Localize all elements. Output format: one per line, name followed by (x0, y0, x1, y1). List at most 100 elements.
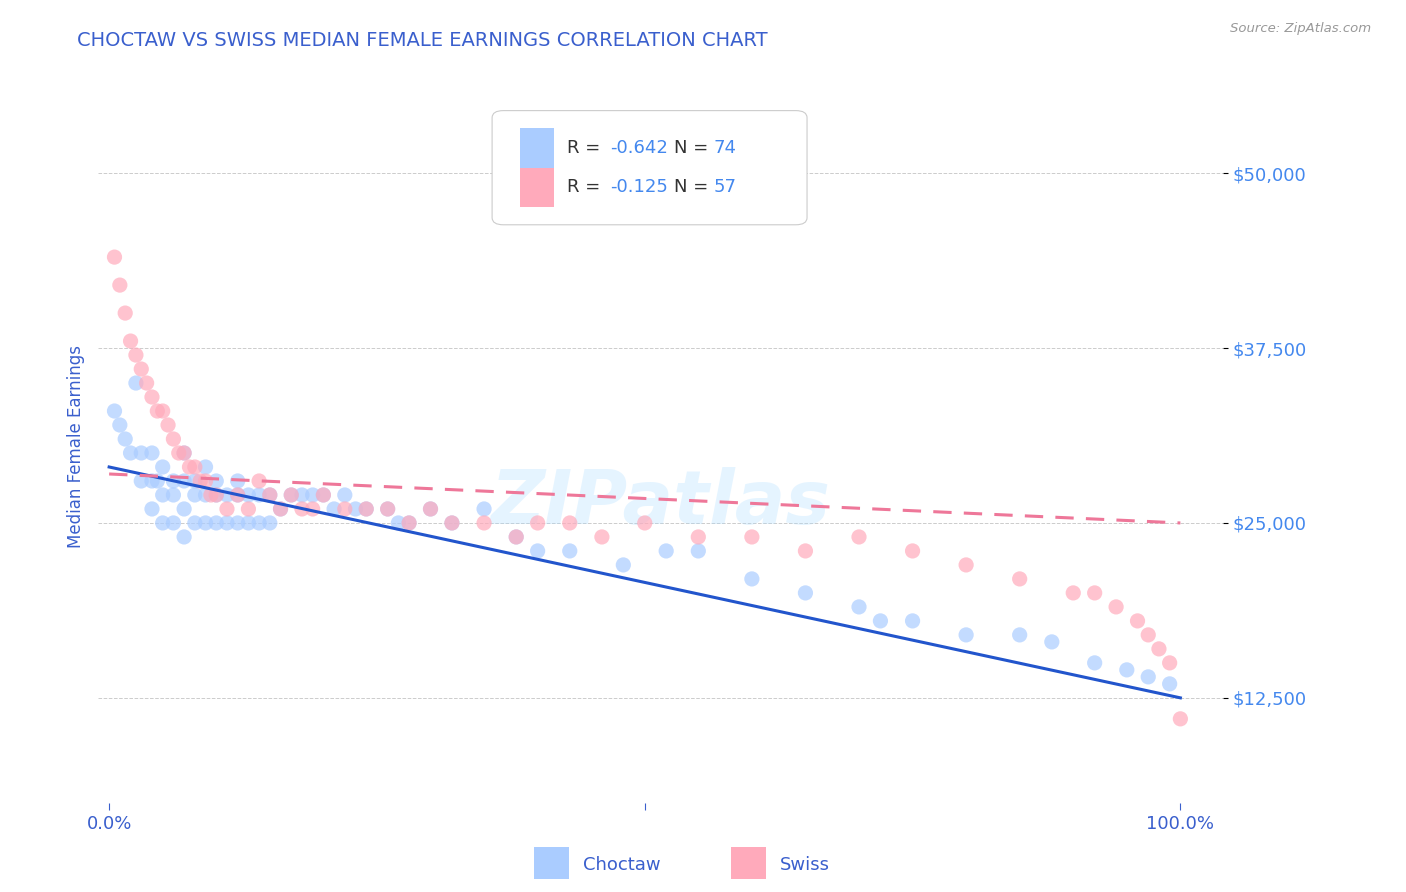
Point (173, 502, 195, 516)
Text: Source: ZipAtlas.com: Source: ZipAtlas.com (1230, 22, 1371, 36)
Point (152, 460, 174, 475)
Point (1008, 572, 1031, 586)
Text: -0.125: -0.125 (610, 178, 668, 196)
Point (634, 516, 657, 530)
Point (558, 544, 581, 558)
Text: 74: 74 (714, 139, 737, 157)
Point (869, 614, 891, 628)
Point (184, 516, 207, 530)
Text: R =: R = (568, 139, 606, 157)
Point (280, 488, 302, 502)
Point (146, 404, 169, 418)
Point (129, 446, 152, 460)
Point (1126, 614, 1149, 628)
Point (1159, 677, 1181, 691)
Point (103, 404, 125, 418)
Point (1137, 670, 1160, 684)
Point (354, 502, 377, 516)
Point (129, 474, 152, 488)
Point (419, 502, 441, 516)
Point (688, 544, 710, 558)
Point (157, 417, 180, 432)
Text: -0.642: -0.642 (610, 139, 668, 157)
Point (312, 488, 335, 502)
Point (162, 488, 184, 502)
Point (226, 474, 249, 488)
Text: 57: 57 (714, 178, 737, 196)
Point (440, 516, 463, 530)
Point (270, 502, 292, 516)
Point (152, 516, 174, 530)
Point (291, 502, 314, 516)
Point (655, 544, 678, 558)
Point (120, 334, 142, 348)
Point (238, 516, 260, 530)
Point (205, 488, 228, 502)
Point (173, 530, 195, 544)
Point (205, 516, 228, 530)
Point (1062, 586, 1084, 600)
Point (247, 516, 270, 530)
Point (162, 474, 184, 488)
Point (205, 474, 228, 488)
Text: N =: N = (675, 139, 714, 157)
Point (259, 488, 281, 502)
Point (1115, 663, 1137, 677)
Point (226, 488, 249, 502)
Point (333, 502, 356, 516)
Point (125, 348, 148, 362)
Point (114, 432, 136, 446)
Point (526, 516, 548, 530)
Point (955, 628, 977, 642)
Point (398, 516, 420, 530)
Point (1008, 628, 1031, 642)
Point (194, 488, 217, 502)
Point (280, 488, 302, 502)
Point (291, 488, 314, 502)
Point (301, 488, 323, 502)
Point (354, 502, 377, 516)
Point (184, 460, 207, 475)
Point (120, 446, 142, 460)
Point (215, 516, 238, 530)
Point (194, 460, 217, 475)
Point (505, 530, 527, 544)
Point (141, 446, 163, 460)
Point (558, 516, 581, 530)
Point (387, 516, 409, 530)
Point (741, 530, 763, 544)
Text: Swiss: Swiss (780, 856, 831, 874)
Point (188, 474, 211, 488)
Point (1137, 628, 1160, 642)
Point (146, 474, 169, 488)
Point (591, 530, 613, 544)
Point (848, 530, 870, 544)
Point (135, 376, 157, 390)
Point (259, 488, 281, 502)
Text: R =: R = (568, 178, 612, 196)
Point (247, 474, 270, 488)
Point (472, 516, 495, 530)
Point (152, 488, 174, 502)
Point (794, 586, 817, 600)
Point (238, 502, 260, 516)
Point (1105, 599, 1128, 614)
Point (259, 516, 281, 530)
Point (162, 516, 184, 530)
Point (377, 502, 399, 516)
Point (247, 488, 270, 502)
Point (152, 404, 174, 418)
Point (505, 530, 527, 544)
Point (333, 488, 356, 502)
Point (103, 250, 125, 264)
FancyBboxPatch shape (520, 168, 554, 207)
Point (1147, 641, 1170, 656)
Point (955, 558, 977, 572)
Point (270, 502, 292, 516)
Point (901, 544, 924, 558)
FancyBboxPatch shape (492, 111, 807, 225)
Point (398, 516, 420, 530)
Point (1084, 656, 1107, 670)
Point (141, 390, 163, 404)
Point (472, 502, 495, 516)
